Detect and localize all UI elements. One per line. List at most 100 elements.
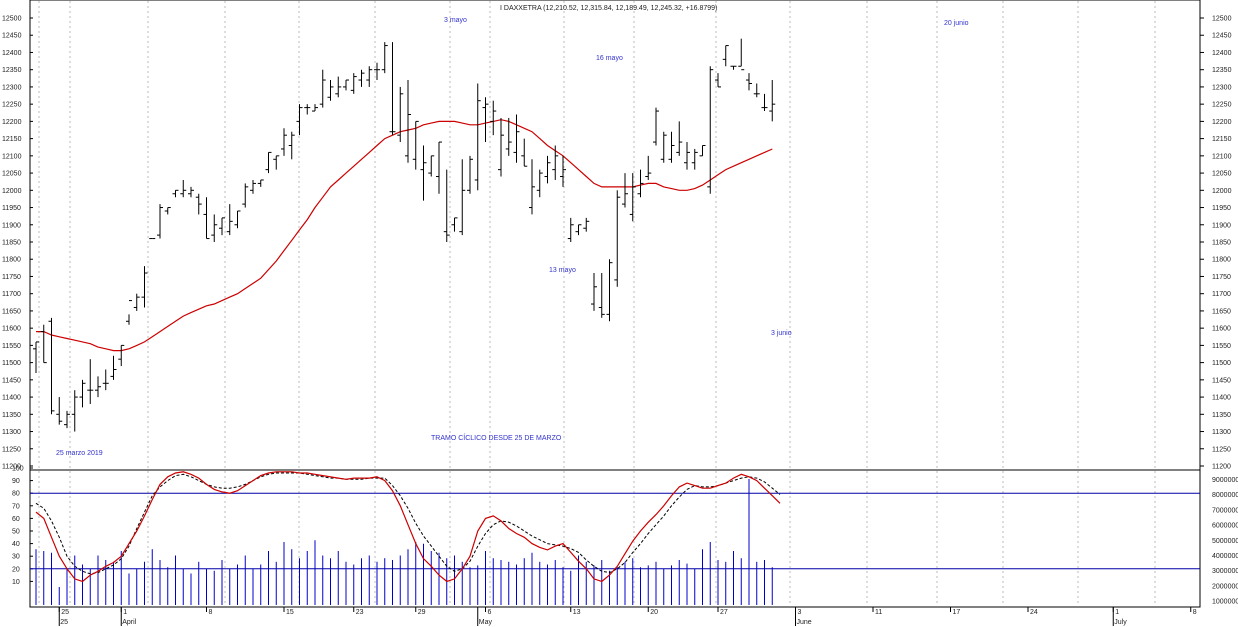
price-tick-right: 11550 xyxy=(1212,343,1231,350)
price-tick-left: 12300 xyxy=(2,84,22,91)
ohlc-bar xyxy=(343,79,349,91)
oscillator-tick: 100 xyxy=(12,466,24,473)
price-tick-left: 11950 xyxy=(2,205,21,212)
x-axis-day-label: 23 xyxy=(356,609,364,616)
vertical-gridlines xyxy=(38,1,1156,606)
x-axis-day-label: 24 xyxy=(1030,609,1038,616)
ohlc-bar xyxy=(451,217,458,232)
oscillator-tick: 60 xyxy=(12,516,20,523)
ohlc-bar xyxy=(738,38,745,71)
price-tick-right: 12300 xyxy=(1212,84,1232,91)
ohlc-bar xyxy=(622,173,628,208)
ohlc-bar xyxy=(544,155,551,184)
ohlc-bar xyxy=(288,131,295,160)
oscillator-tick: 70 xyxy=(12,503,20,510)
ohlc-bar xyxy=(95,376,101,398)
ohlc-bar xyxy=(157,204,163,239)
price-tick-right: 11450 xyxy=(1212,377,1231,384)
ohlc-bar xyxy=(64,410,70,429)
ohlc-bar xyxy=(164,207,171,215)
ohlc-bar xyxy=(591,273,597,311)
oscillator-k-line xyxy=(35,471,781,583)
ohlc-bar xyxy=(707,66,714,194)
price-tick-right: 11800 xyxy=(1212,257,1231,264)
ohlc-bar xyxy=(312,104,318,112)
x-axis-day-label: 11 xyxy=(875,609,882,616)
x-axis: 25 25 1 April 8 15 23 29 6 May 13 20 27 3 June 11 17 24 1 J… xyxy=(58,607,1197,626)
price-tick-right: 11400 xyxy=(1212,395,1231,402)
oscillator-lines xyxy=(35,471,781,583)
ohlc-bar xyxy=(606,259,613,322)
price-tick-left: 11500 xyxy=(2,360,21,367)
price-tick-right: 11900 xyxy=(1212,222,1231,229)
x-axis-day-label: 25 xyxy=(61,609,69,616)
annotation-tramo-ciclico: TRAMO CÍCLICO DESDE 25 DE MARZO xyxy=(431,433,562,442)
x-axis-month-label: June xyxy=(797,619,812,626)
price-tick-right: 11650 xyxy=(1212,308,1231,315)
x-axis-month-label: May xyxy=(479,619,493,626)
ohlc-bar xyxy=(335,76,342,98)
ohlc-bar xyxy=(645,155,652,180)
ohlc-bar xyxy=(722,45,729,67)
price-tick-right: 12000 xyxy=(1212,188,1232,195)
ohlc-bar xyxy=(48,317,55,415)
price-tick-left: 12250 xyxy=(2,102,22,109)
ohlc-bar xyxy=(250,179,256,194)
ohlc-bar xyxy=(428,155,435,177)
oscillator-tick: 50 xyxy=(12,529,20,536)
ohlc-bar xyxy=(219,217,225,236)
chart-header: I DAXXETRA (12,210.52, 12,315.84, 12,189… xyxy=(500,5,717,12)
x-axis-day-label: 3 xyxy=(798,609,802,616)
price-tick-left: 11750 xyxy=(2,274,21,281)
price-tick-left: 12150 xyxy=(2,136,22,143)
volume-tick: 3000000 xyxy=(1212,568,1238,575)
price-tick-left: 11650 xyxy=(2,308,21,315)
ohlc-bar xyxy=(730,65,737,70)
price-axis-right: 12500 12450 12400 12350 12300 12250 12200 12150… xyxy=(1200,16,1232,471)
annotation-20-junio: 20 junio xyxy=(944,20,969,27)
ohlc-bar xyxy=(746,73,752,91)
x-axis-month-label: April xyxy=(122,619,136,626)
price-tick-left: 11600 xyxy=(2,326,21,333)
ohlc-bar xyxy=(660,131,667,163)
ohlc-bar xyxy=(474,83,481,191)
ohlc-bar xyxy=(583,217,590,232)
price-tick-right: 11200 xyxy=(1212,464,1231,471)
price-tick-left: 12100 xyxy=(2,153,22,160)
oscillator-tick: 40 xyxy=(12,541,20,548)
ohlc-bar xyxy=(598,273,605,318)
price-tick-right: 12200 xyxy=(1212,119,1232,126)
oscillator-tick: 20 xyxy=(12,566,20,573)
price-tick-left: 11900 xyxy=(2,222,21,229)
ohlc-bar xyxy=(536,169,543,198)
price-tick-right: 12050 xyxy=(1212,171,1232,178)
ohlc-bar xyxy=(141,266,148,308)
price-tick-left: 11400 xyxy=(2,395,21,402)
ohlc-bar xyxy=(521,138,528,167)
moving-average-line xyxy=(36,119,773,352)
oscillator-panel-frame xyxy=(29,469,1201,608)
ohlc-bar xyxy=(715,73,721,88)
price-tick-right: 12100 xyxy=(1212,153,1232,160)
ohlc-bar xyxy=(389,42,396,136)
price-tick-left: 12500 xyxy=(2,16,22,23)
x-axis-day-label: 15 xyxy=(286,609,294,616)
ohlc-bar xyxy=(575,224,582,236)
ohlc-bar xyxy=(319,69,326,108)
ohlc-bar xyxy=(629,173,636,222)
ohlc-bar xyxy=(102,369,109,391)
price-tick-left: 11700 xyxy=(2,291,21,298)
ohlc-bar xyxy=(327,80,334,101)
ohlc-bar xyxy=(381,42,388,74)
ohlc-bar xyxy=(761,93,768,112)
price-tick-right: 11600 xyxy=(1212,326,1231,333)
ohlc-bar xyxy=(684,142,690,170)
annotation-25-marzo-2019: 25 marzo 2019 xyxy=(56,450,103,457)
ohlc-bar xyxy=(637,169,644,198)
volume-tick: 8000000 xyxy=(1212,492,1238,499)
x-axis-month-label: 25 xyxy=(60,619,68,626)
x-axis-day-label: 8 xyxy=(1193,609,1197,616)
ohlc-bar xyxy=(412,120,419,170)
